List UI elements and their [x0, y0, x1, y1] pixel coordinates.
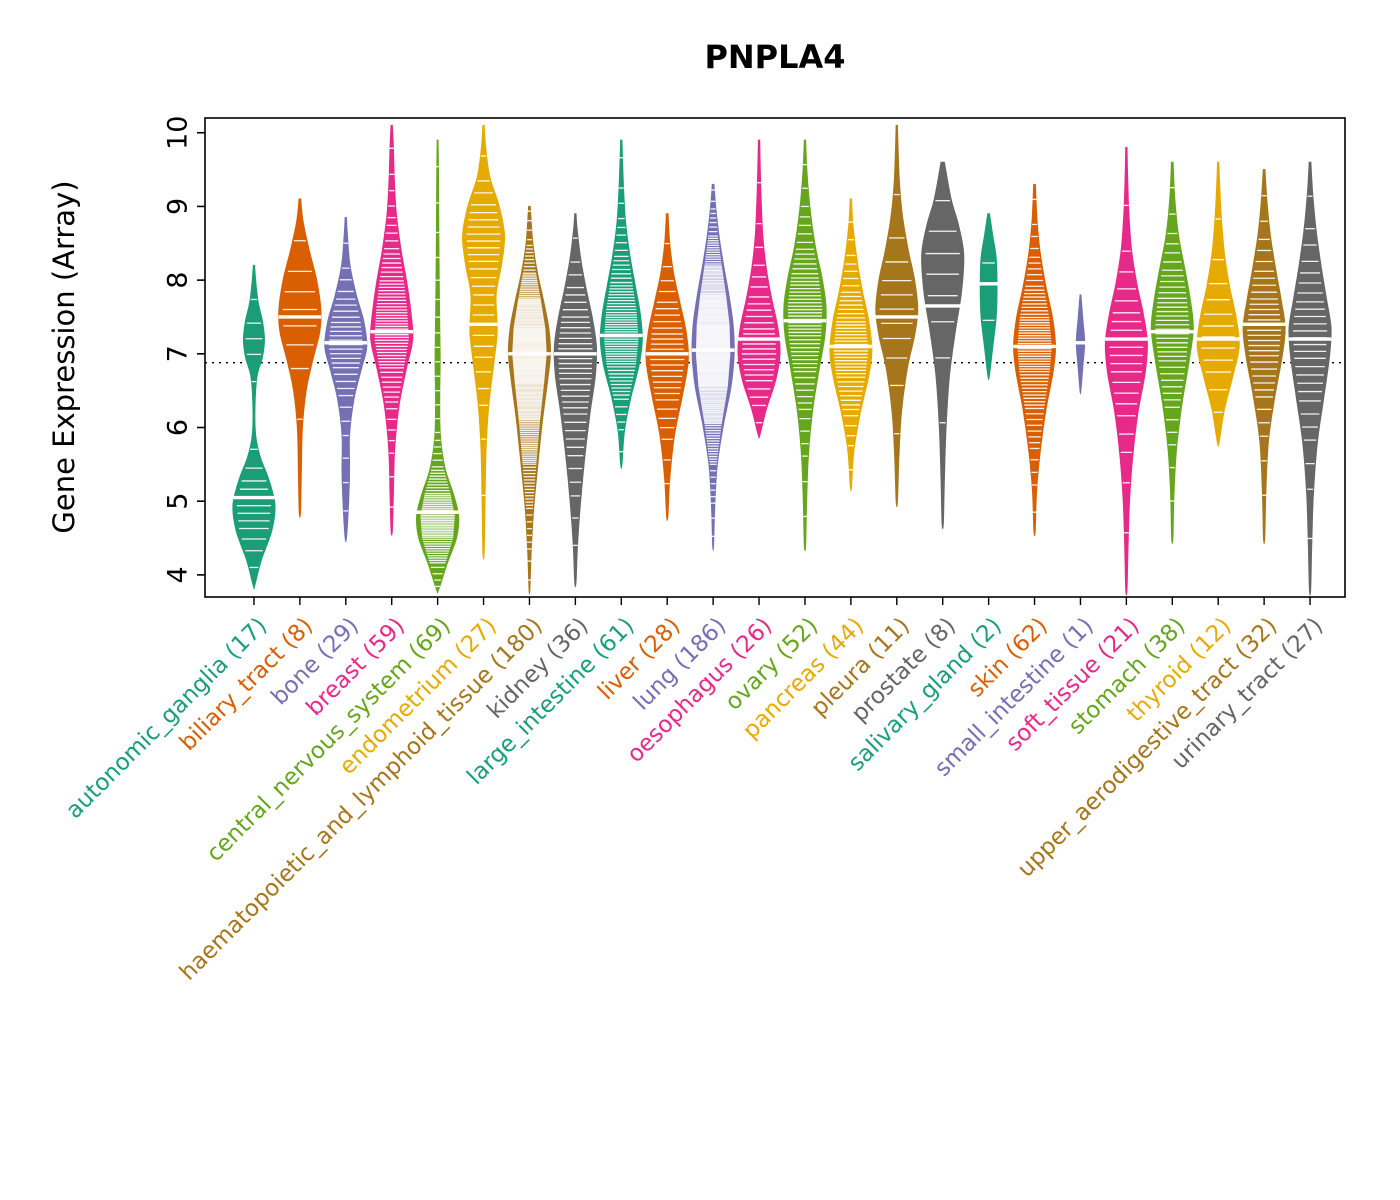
- x-tick-label-autonomic_ganglia: autonomic_ganglia (17): [61, 613, 272, 824]
- violin-breast: [370, 124, 414, 536]
- y-tick-label: 8: [163, 272, 194, 289]
- violin-large_intestine: [599, 139, 643, 469]
- violin-autonomic_ganglia: [232, 264, 276, 590]
- violin-liver: [645, 213, 689, 522]
- violin-endometrium: [462, 124, 506, 560]
- violin-shape: [553, 213, 598, 588]
- violin-bone: [324, 216, 368, 543]
- violin-soft_tissue: [1104, 146, 1148, 596]
- y-tick-label: 9: [163, 198, 194, 215]
- violin-shape: [979, 213, 998, 381]
- violin-small_intestine: [1074, 294, 1087, 395]
- violin-shape: [737, 139, 781, 439]
- y-tick-label: 4: [163, 566, 194, 583]
- violin-skin: [1013, 183, 1057, 537]
- violin-shape: [1288, 161, 1332, 596]
- violin-ovary: [783, 139, 827, 552]
- violin-prostate: [921, 161, 965, 530]
- violin-biliary_tract: [278, 198, 322, 518]
- violin-shape: [1196, 161, 1240, 447]
- violin-shape: [324, 216, 368, 543]
- violin-kidney: [553, 213, 598, 588]
- violin-salivary_gland: [978, 213, 999, 381]
- violin-shape: [783, 139, 827, 552]
- chart-title: PNPLA4: [704, 38, 846, 76]
- violin-shape: [645, 213, 689, 522]
- violin-thyroid: [1196, 161, 1240, 447]
- violin-shape: [462, 124, 506, 560]
- violin-shape: [278, 198, 322, 518]
- violin-pancreas: [829, 198, 873, 492]
- y-tick-label: 5: [163, 493, 194, 510]
- violin-lung: [691, 183, 735, 551]
- plot-box: [204, 117, 1346, 598]
- violin-haematopoietic_and_lymphoid_tissue: [507, 205, 552, 595]
- violin-stomach: [1150, 161, 1194, 545]
- violin-shape: [921, 161, 965, 530]
- violin-central_nervous_system: [415, 139, 460, 594]
- violin-upper_aerodigestive_tract: [1242, 169, 1286, 545]
- violin-shape: [1013, 183, 1057, 537]
- violin-oesophagus: [737, 139, 781, 439]
- violin-pleura: [875, 124, 919, 508]
- y-tick-label: 10: [163, 116, 194, 150]
- y-tick-label: 6: [163, 419, 194, 436]
- y-tick-label: 7: [163, 345, 194, 362]
- violin-shape: [599, 139, 643, 469]
- violin-shape: [232, 264, 276, 590]
- violin-urinary_tract: [1288, 161, 1332, 596]
- violin-shape: [1150, 161, 1194, 545]
- violin-shape: [1242, 169, 1286, 545]
